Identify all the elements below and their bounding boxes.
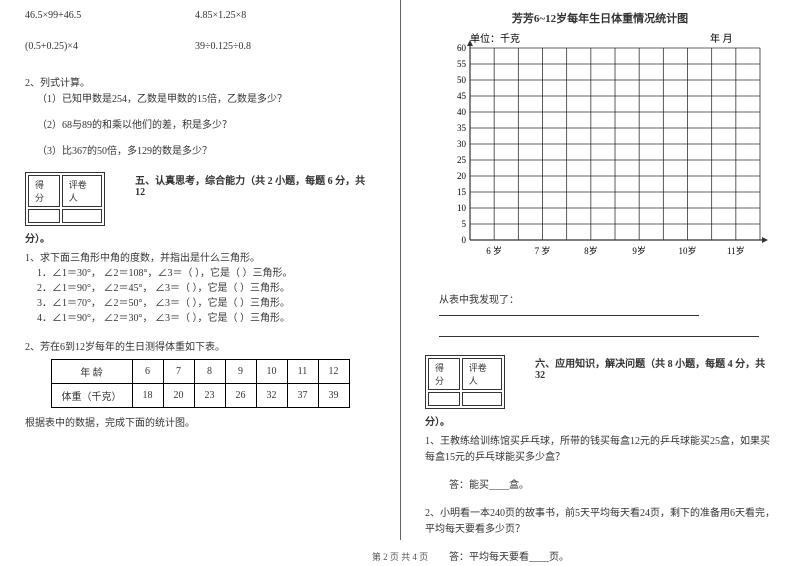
svg-text:8岁: 8岁 (584, 245, 598, 256)
svg-text:10: 10 (457, 203, 467, 213)
q2-item: （3）比367的50倍，多129的数是多少？ (37, 144, 375, 160)
svg-text:7 岁: 7 岁 (535, 245, 551, 256)
finding-label: 从表中我发现了： (439, 291, 775, 319)
svg-text:0: 0 (462, 235, 467, 245)
section-6-cont: 分）。 (425, 413, 775, 428)
table-cell: 6 (132, 360, 163, 384)
q2-item: （1）已知甲数是254，乙数是甲数的15倍，乙数是多少？ (37, 92, 375, 108)
table-header: 体重（千克） (51, 384, 132, 408)
section-5-cont: 分）。 (25, 230, 375, 245)
svg-text:5: 5 (462, 219, 467, 229)
svg-text:11岁: 11岁 (727, 245, 745, 256)
table-cell: 9 (225, 360, 256, 384)
angle-row: 4．∠1＝90°， ∠2＝30°， ∠3＝（ ），它是（ ）三角形。 (37, 311, 375, 326)
table-cell: 8 (194, 360, 225, 384)
chart-container: 芳芳6~12岁每年生日体重情况统计图 单位：千克年 月6055504540353… (425, 10, 775, 283)
table-cell: 18 (132, 384, 163, 408)
table-row: 年 龄 6 7 8 9 10 11 12 (51, 360, 349, 384)
table-cell: 26 (225, 384, 256, 408)
angle-row: 2．∠1＝90°， ∠2＝45°， ∠3＝（ ），它是（ ）三角形。 (37, 281, 375, 296)
table-header: 年 龄 (51, 360, 132, 384)
table-cell: 37 (287, 384, 318, 408)
svg-text:25: 25 (457, 155, 467, 165)
section-5-title: 五、认真思考，综合能力（共 2 小题，每题 6 分，共 12 (135, 172, 375, 198)
grader-cell (462, 392, 502, 406)
q6-1-text: 1、王教练给训练馆买乒乓球，所带的钱买每盒12元的乒乓球能买25盒，如果买每盒1… (425, 434, 775, 466)
expr: 46.5×99+46.5 (25, 10, 195, 21)
table-cell: 11 (287, 360, 318, 384)
svg-text:9岁: 9岁 (632, 245, 646, 256)
svg-text:20: 20 (457, 171, 467, 181)
score-label: 得分 (428, 358, 460, 390)
blank-line (439, 306, 699, 316)
svg-text:10岁: 10岁 (678, 245, 696, 256)
svg-text:15: 15 (457, 187, 467, 197)
svg-text:40: 40 (457, 107, 467, 117)
blank-line (439, 325, 759, 337)
question-5-1: 1、求下面三角形中角的度数，并指出是什么三角形。 1．∠1＝30°， ∠2＝10… (25, 251, 375, 326)
score-cell (28, 209, 60, 223)
q5-2-note: 根据表中的数据，完成下面的统计图。 (25, 414, 375, 429)
table-cell: 7 (163, 360, 194, 384)
q5-2-lead: 2、芳在6到12岁每年的生日测得体重如下表。 (25, 338, 375, 353)
table-cell: 20 (163, 384, 194, 408)
q6-2-text: 2、小明看一本240页的故事书，前5天平均每天看24页，剩下的准备用6天看完，平… (425, 506, 775, 538)
svg-text:30: 30 (457, 139, 467, 149)
score-cell (428, 392, 460, 406)
svg-text:单位：千克: 单位：千克 (470, 32, 520, 45)
svg-text:年 月: 年 月 (710, 32, 733, 45)
table-cell: 23 (194, 384, 225, 408)
grader-label: 评卷人 (462, 358, 502, 390)
table-row: 体重（千克） 18 20 23 26 32 37 39 (51, 384, 349, 408)
left-column: 46.5×99+46.5 4.85×1.25×8 (0.5+0.25)×4 39… (0, 0, 400, 545)
question-2: 2、列式计算。 （1）已知甲数是254，乙数是甲数的15倍，乙数是多少？ （2）… (25, 76, 375, 160)
chart-title: 芳芳6~12岁每年生日体重情况统计图 (425, 10, 775, 26)
svg-text:35: 35 (457, 123, 467, 133)
q2-title: 2、列式计算。 (25, 76, 375, 92)
score-label: 得分 (28, 175, 60, 207)
right-column: 芳芳6~12岁每年生日体重情况统计图 单位：千克年 月6055504540353… (400, 0, 800, 545)
svg-text:50: 50 (457, 75, 467, 85)
expr: 39÷0.125÷0.8 (195, 41, 251, 52)
section-6-title: 六、应用知识，解决问题（共 8 小题，每题 4 分，共 32 (535, 355, 775, 381)
table-cell: 10 (256, 360, 287, 384)
q6-1-answer: 答：能买____盒。 (449, 478, 775, 494)
section-6-header: 得分 评卷人 六、应用知识，解决问题（共 8 小题，每题 4 分，共 32 (425, 355, 775, 409)
expr: 4.85×1.25×8 (195, 10, 246, 21)
table-cell: 32 (256, 384, 287, 408)
grader-label: 评卷人 (62, 175, 102, 207)
expr: (0.5+0.25)×4 (25, 41, 195, 52)
score-box: 得分 评卷人 (25, 172, 105, 226)
expression-row-2: (0.5+0.25)×4 39÷0.125÷0.8 (25, 41, 375, 52)
svg-text:6 岁: 6 岁 (486, 245, 502, 256)
weight-table: 年 龄 6 7 8 9 10 11 12 体重（千克） 18 20 23 26 … (51, 359, 350, 408)
svg-text:45: 45 (457, 91, 467, 101)
svg-text:60: 60 (457, 43, 467, 53)
section-5-header: 得分 评卷人 五、认真思考，综合能力（共 2 小题，每题 6 分，共 12 (25, 172, 375, 226)
expression-row-1: 46.5×99+46.5 4.85×1.25×8 (25, 10, 375, 21)
q5-1-lead: 1、求下面三角形中角的度数，并指出是什么三角形。 (25, 251, 375, 266)
q2-item: （2）68与89的和乘以他们的差，积是多少？ (37, 118, 375, 134)
weight-chart: 单位：千克年 月6055504540353025201510506 岁7 岁8岁… (430, 30, 770, 280)
table-cell: 12 (318, 360, 349, 384)
angle-row: 3．∠1＝70°， ∠2＝50°， ∠3＝（ ），它是（ ）三角形。 (37, 296, 375, 311)
angle-row: 1．∠1＝30°， ∠2＝108°，∠3＝（ ），它是（ ）三角形。 (37, 266, 375, 281)
grader-cell (62, 209, 102, 223)
question-6-1: 1、王教练给训练馆买乒乓球，所带的钱买每盒12元的乒乓球能买25盒，如果买每盒1… (425, 434, 775, 494)
page-footer: 第 2 页 共 4 页 (0, 550, 800, 563)
svg-text:55: 55 (457, 59, 467, 69)
score-box: 得分 评卷人 (425, 355, 505, 409)
table-cell: 39 (318, 384, 349, 408)
